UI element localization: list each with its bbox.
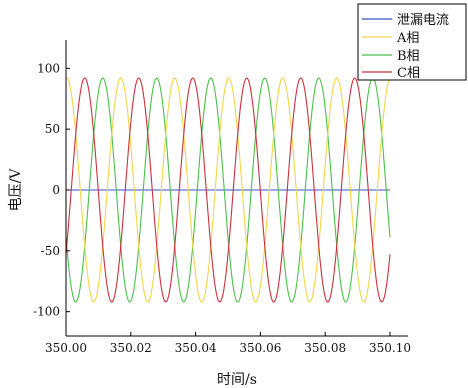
x-tick-label-0: 350.00 — [45, 341, 87, 355]
x-tick-label-3: 350.06 — [239, 341, 281, 355]
series-line-3 — [65, 77, 391, 303]
x-tick-label-1: 350.02 — [110, 341, 152, 355]
y-tick-label-2: 0 — [52, 183, 60, 197]
y-tick-label-4: -100 — [33, 305, 60, 319]
legend-label-0: 泄漏电流 — [397, 12, 449, 28]
x-ticks: 350.00 350.02 350.04 350.06 350.08 350.10 — [45, 332, 411, 355]
y-ticks: 100 50 0 -50 -100 — [33, 61, 70, 319]
legend-box — [357, 3, 467, 81]
y-tick-label-1: 50 — [45, 122, 60, 136]
x-tick-label-5: 350.10 — [369, 341, 411, 355]
legend-label-2: B相 — [397, 49, 420, 64]
x-tick-label-2: 350.04 — [175, 341, 217, 355]
y-tick-label-3: -50 — [41, 244, 60, 258]
series-line-2 — [65, 77, 391, 303]
x-tick-label-4: 350.08 — [304, 341, 346, 355]
y-tick-label-0: 100 — [37, 61, 60, 75]
x-axis-title: 时间/s — [217, 372, 257, 388]
plot-lines — [65, 77, 391, 303]
legend: 泄漏电流 A相 B相 C相 — [357, 3, 467, 81]
y-axis-title: 电压/V — [8, 168, 24, 212]
legend-label-1: A相 — [396, 31, 419, 46]
series-line-1 — [65, 77, 391, 303]
legend-label-3: C相 — [397, 66, 420, 81]
